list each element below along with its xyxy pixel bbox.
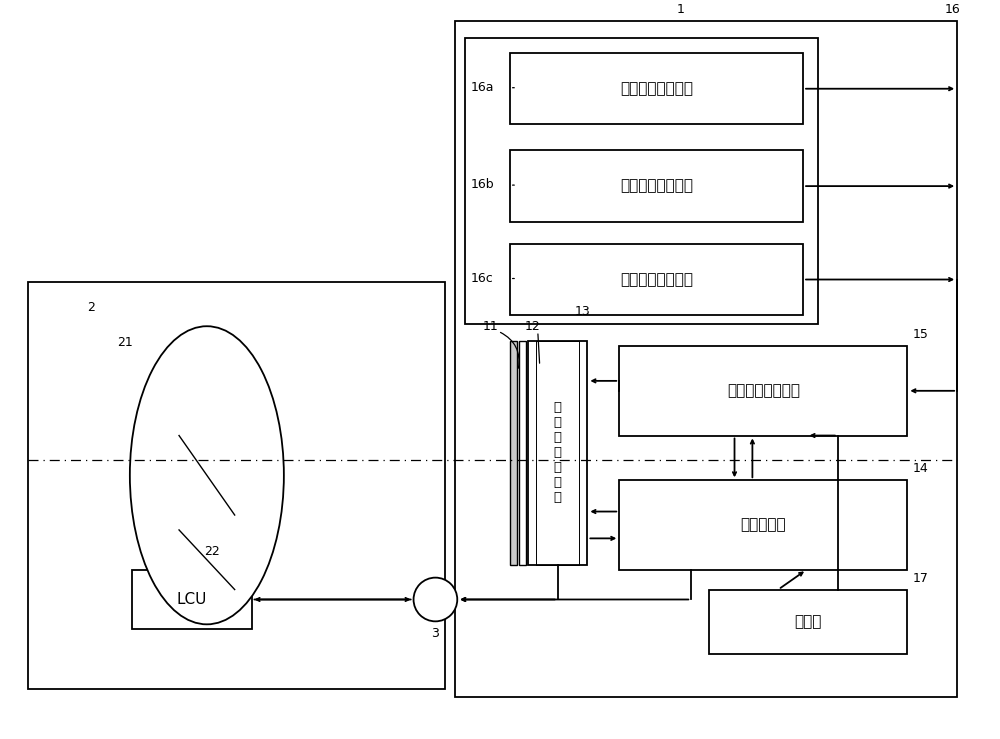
Bar: [510, 150, 803, 222]
Text: 12: 12: [525, 320, 541, 333]
Bar: [536, 341, 579, 565]
Text: 16c: 16c: [470, 271, 493, 285]
Text: 1: 1: [677, 3, 685, 16]
Text: 13: 13: [575, 304, 590, 318]
Bar: [709, 590, 907, 654]
Bar: [510, 341, 517, 565]
Bar: [465, 38, 818, 324]
Text: 偏航角速度传感器: 偏航角速度传感器: [620, 81, 693, 96]
Bar: [28, 282, 445, 689]
Text: 俯仰角速度传感器: 俯仰角速度传感器: [620, 179, 693, 194]
Text: 16b: 16b: [470, 178, 494, 191]
Bar: [619, 480, 907, 570]
Text: 系统控制器: 系统控制器: [741, 517, 786, 533]
Text: 22: 22: [204, 545, 220, 558]
Text: 16a: 16a: [470, 81, 494, 94]
Text: 3: 3: [431, 627, 439, 640]
Text: 2: 2: [88, 302, 95, 314]
Text: 11: 11: [482, 320, 498, 333]
Ellipse shape: [130, 326, 284, 624]
Text: 15: 15: [912, 328, 928, 341]
Bar: [519, 341, 526, 565]
Text: 14: 14: [912, 463, 928, 475]
Bar: [510, 53, 803, 124]
Text: 操作部: 操作部: [794, 614, 822, 630]
Bar: [528, 341, 587, 565]
Bar: [619, 346, 907, 435]
Text: 17: 17: [912, 571, 928, 585]
Circle shape: [414, 578, 457, 621]
Text: 抖动校正微计算机: 抖动校正微计算机: [727, 384, 800, 398]
Text: 滚动角速度传感器: 滚动角速度传感器: [620, 272, 693, 287]
Bar: [132, 570, 252, 630]
Bar: [510, 244, 803, 316]
Text: 21: 21: [117, 336, 133, 349]
Text: 摄
像
元
件
驱
动
部: 摄 像 元 件 驱 动 部: [554, 401, 562, 505]
Bar: [455, 21, 957, 697]
Text: LCU: LCU: [177, 592, 207, 607]
Text: 16: 16: [944, 3, 960, 16]
